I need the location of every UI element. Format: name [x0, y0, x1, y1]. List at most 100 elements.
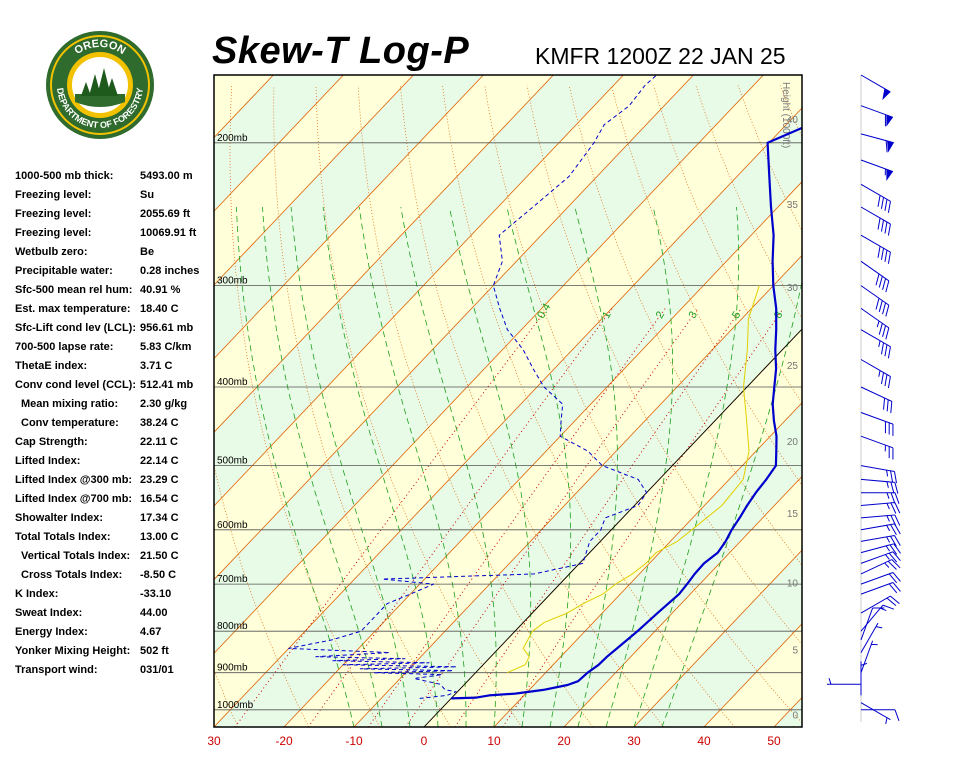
index-row: Cap Strength: 22.11 C: [15, 434, 215, 453]
dry-adiabat: [229, 85, 381, 727]
mixing-ratio-label: 2: [654, 309, 667, 320]
index-label: Sfc-500 mean rel hum:: [15, 284, 133, 296]
wind-barb: [860, 661, 868, 696]
wind-barb: [860, 329, 891, 359]
index-row: Conv cond level (CCL): 512.41 mb: [15, 377, 215, 396]
wind-barb: [860, 260, 890, 293]
wind-barb: [860, 551, 901, 564]
stability-indices-panel: 1000-500 mb thick: 5493.00 m Freezing leve…: [15, 168, 215, 681]
height-tick-label: 30: [787, 283, 799, 294]
temperature-profile-line: [451, 126, 802, 700]
index-label: Conv temperature:: [21, 417, 119, 429]
logo-top-text: OREGON: [72, 38, 127, 57]
index-label: Conv cond level (CCL):: [15, 379, 137, 391]
height-tick-label: 20: [787, 437, 799, 448]
wind-barb: [860, 640, 878, 673]
wind-barb: [860, 604, 895, 632]
index-row: Freezing level: 2055.69 ft: [15, 206, 215, 225]
index-value: 44.00: [140, 607, 168, 619]
moist-adiabat: [400, 206, 497, 727]
index-value: 16.54 C: [140, 493, 179, 505]
wind-barb: [860, 105, 894, 127]
zero-degree-isotherm: [423, 328, 802, 727]
x-tick-label: 50: [767, 734, 781, 748]
x-tick-label: -20: [275, 734, 293, 748]
x-tick-label: 0: [421, 734, 428, 748]
wind-barb: [860, 478, 899, 494]
isotherm-line: [214, 107, 802, 727]
index-row: Mean mixing ratio: 2.30 g/kg: [15, 396, 215, 415]
wind-barb: [860, 133, 894, 153]
moist-adiabat: [236, 206, 355, 727]
index-value: Su: [140, 189, 155, 201]
dry-adiabat: [400, 85, 665, 727]
index-label: Transport wind:: [15, 664, 98, 676]
isotherm-line: [214, 75, 694, 581]
index-value: 40.91 %: [140, 284, 181, 296]
wind-barb: [860, 535, 901, 547]
index-label: 700-500 lapse rate:: [15, 341, 114, 353]
wind-barb: [860, 582, 901, 595]
x-tick-label: 30: [627, 734, 641, 748]
height-axis-label: Height (1000ft): [780, 82, 791, 148]
wind-barb: [860, 183, 891, 213]
index-row: Showalter Index: 17.34 C: [15, 510, 215, 529]
index-label: Est. max temperature:: [15, 303, 131, 315]
height-tick-label: 10: [787, 579, 799, 590]
index-row: Energy Index: 4.67: [15, 624, 215, 643]
height-tick-label: 25: [787, 361, 799, 372]
height-tick-label: 35: [787, 200, 799, 211]
index-label: Freezing level:: [15, 189, 92, 201]
index-label: K Index:: [15, 588, 59, 600]
isotherm-line: [214, 75, 414, 286]
index-row: Sweat Index: 44.00: [15, 605, 215, 624]
index-row: Sfc-500 mean rel hum: 40.91 %: [15, 282, 215, 301]
dry-adiabat: [484, 85, 802, 724]
isotherm-line: [214, 75, 764, 654]
index-row: Total Totals Index: 13.00 C: [15, 529, 215, 548]
mixing-ratio-line: [367, 308, 666, 727]
index-label: Cap Strength:: [15, 436, 88, 448]
isobar-label: 700mb: [217, 574, 248, 585]
wind-barb: [860, 465, 898, 484]
index-value: -8.50 C: [140, 569, 177, 581]
index-label: Total Totals Index:: [15, 531, 111, 543]
wind-barb: [860, 607, 885, 641]
wind-barb: [861, 709, 900, 721]
moist-adiabat: [506, 206, 572, 727]
index-row: Est. max temperature: 18.40 C: [15, 301, 215, 320]
index-label: Vertical Totals Index:: [21, 550, 131, 562]
x-tick-label: 40: [697, 734, 711, 748]
parcel-trace-line: [506, 285, 760, 674]
isobar-label: 300mb: [217, 276, 248, 287]
index-value: 3.71 C: [140, 360, 173, 372]
index-value: 5.83 C/km: [140, 341, 192, 353]
isotherm-line: [493, 402, 802, 727]
index-row: ThetaE index: 3.71 C: [15, 358, 215, 377]
wind-barb: [860, 359, 891, 389]
index-label: Freezing level:: [15, 208, 92, 220]
index-value: 38.24 C: [140, 417, 179, 429]
index-row: Conv temperature: 38.24 C: [15, 415, 215, 434]
wind-barb: [860, 285, 890, 317]
index-row: Freezing level: Su: [15, 187, 215, 206]
index-value: 23.29 C: [140, 474, 179, 486]
index-row: Lifted Index @700 mb: 16.54 C: [15, 491, 215, 510]
index-value: 22.14 C: [140, 455, 179, 467]
index-row: Sfc-Lift cond lev (LCL): 956.61 mb: [15, 320, 215, 339]
index-row: Lifted Index: 22.14 C: [15, 453, 215, 472]
wind-barb: [860, 412, 894, 436]
index-row: Freezing level: 10069.91 ft: [15, 225, 215, 244]
isotherm-band: [214, 75, 802, 727]
height-tick-label: 5: [792, 646, 798, 657]
index-row: Lifted Index @300 mb: 23.29 C: [15, 472, 215, 491]
moist-adiabat: [574, 206, 618, 727]
x-tick-label: -10: [345, 734, 363, 748]
wind-barb: [860, 386, 893, 414]
x-tick-label: 30: [207, 734, 221, 748]
index-label: Energy Index:: [15, 626, 88, 638]
isobar-label: 800mb: [217, 621, 248, 632]
x-tick-label: 20: [557, 734, 571, 748]
index-value: 512.41 mb: [140, 379, 194, 391]
index-row: Yonker Mixing Height: 502 ft: [15, 643, 215, 662]
